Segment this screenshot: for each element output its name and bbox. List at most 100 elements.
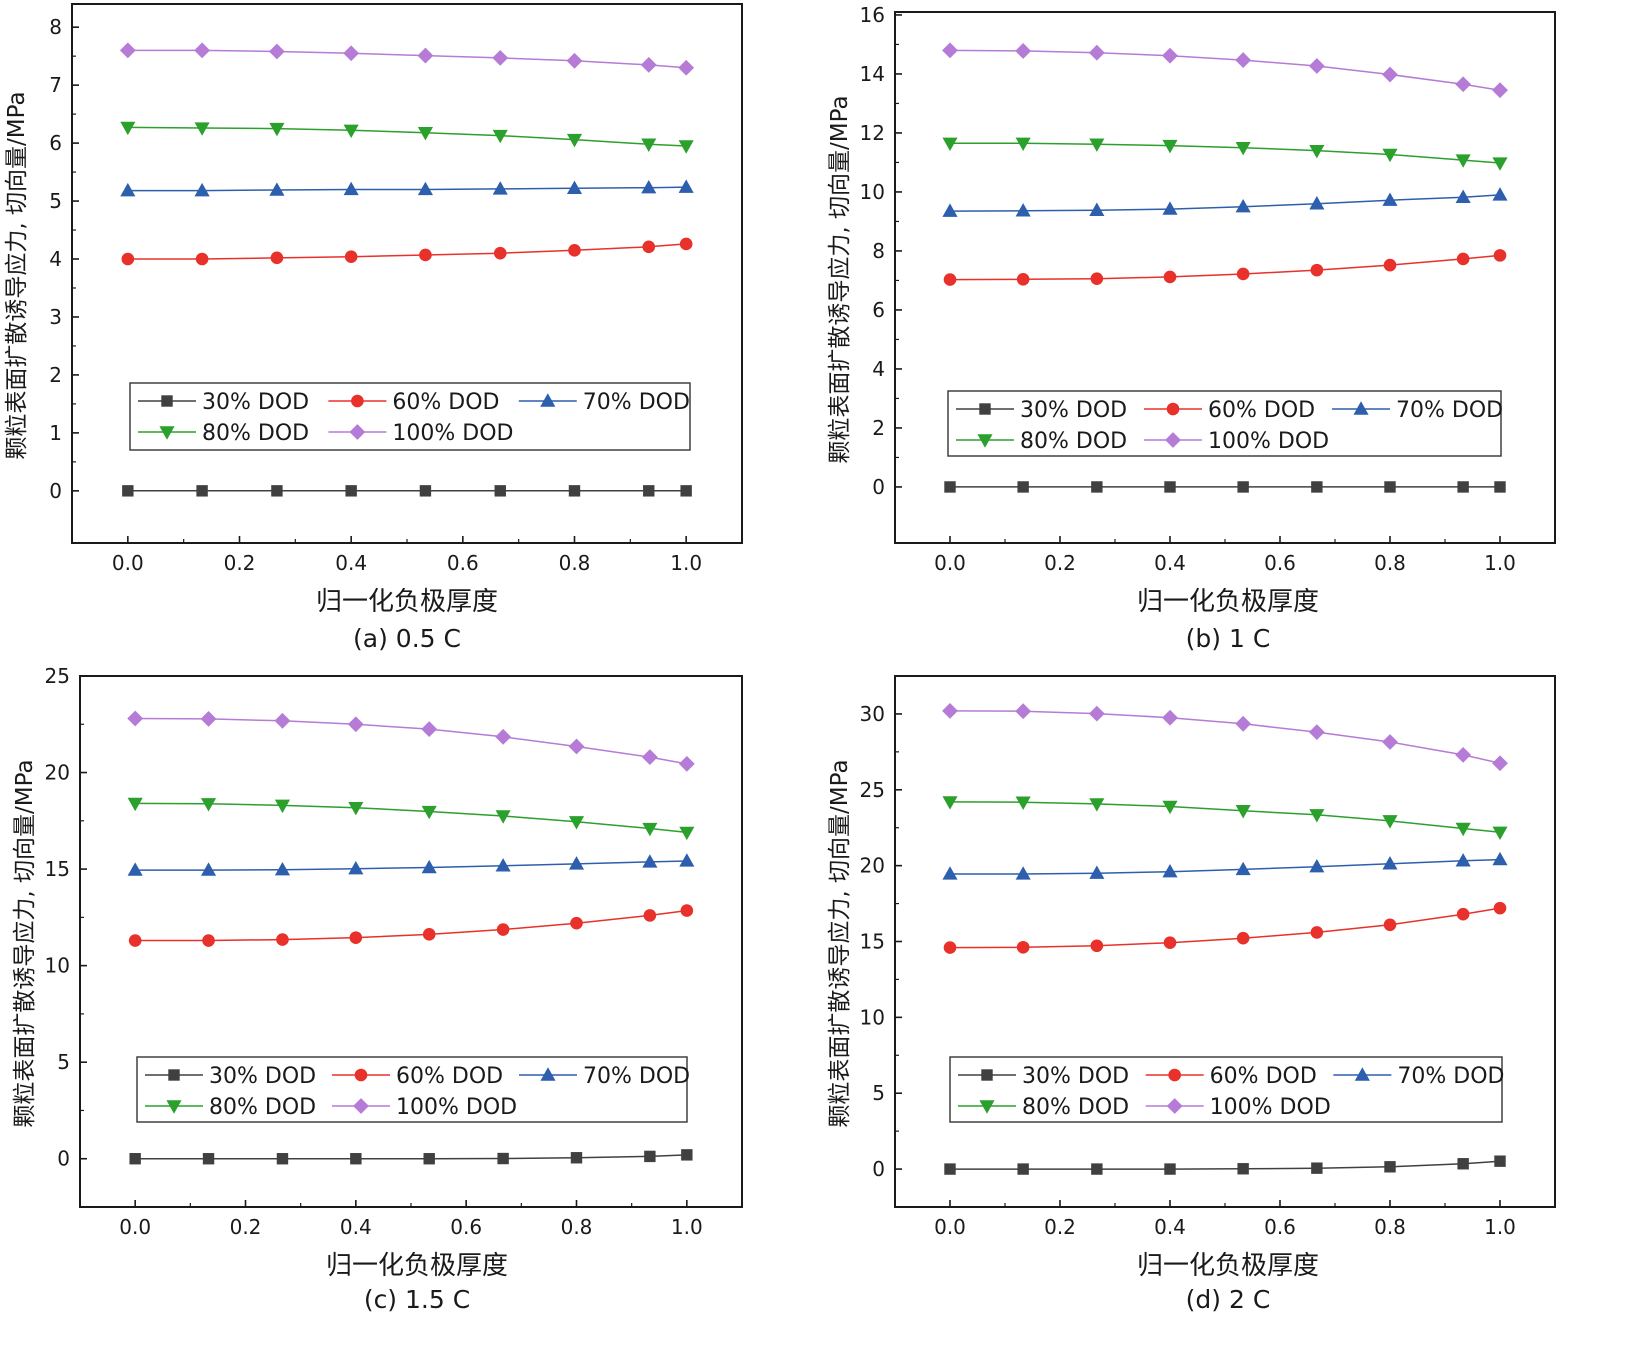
data-point: [1162, 47, 1178, 64]
x-axis-label: 归一化负极厚度: [1137, 587, 1319, 617]
data-point: [642, 240, 656, 254]
data-point: [1310, 263, 1324, 277]
legend-marker: [981, 1069, 993, 1081]
x-tick-label: 0.8: [1374, 1215, 1406, 1239]
data-point: [496, 923, 510, 936]
data-point: [641, 180, 657, 194]
data-point: [200, 862, 217, 876]
legend-marker: [979, 1100, 995, 1114]
x-tick-label: 1.0: [671, 1215, 703, 1239]
chart-panel-3: 0.0 0.2 0.4 0.6 0.8 1.0 0 5 10 15 20 25 30 归一化负极厚度 颗粒表…: [827, 675, 1556, 1314]
data-point: [1493, 901, 1507, 915]
data-point: [568, 485, 581, 497]
data-point: [492, 129, 508, 144]
y-tick-label: 0: [872, 475, 885, 499]
series-line: [949, 254, 1501, 281]
data-point: [1162, 201, 1178, 215]
y-tick-label: 15: [860, 930, 885, 954]
data-point: [679, 237, 693, 251]
data-point: [200, 798, 217, 812]
data-point: [1455, 822, 1471, 837]
data-point: [1492, 851, 1508, 866]
y-tick-label: 5: [49, 189, 62, 213]
data-point: [1235, 198, 1251, 213]
data-point: [1493, 249, 1507, 262]
data-point: [194, 42, 210, 59]
data-point: [642, 854, 658, 868]
legend-marker: [351, 394, 364, 408]
data-point: [1492, 755, 1508, 772]
legend-item: 100% DOD: [332, 1095, 517, 1120]
plot-frame: [71, 3, 743, 544]
legend-item: 80% DOD: [145, 1095, 316, 1120]
data-point: [128, 934, 142, 947]
data-point: [120, 121, 136, 136]
y-axis-label: 颗粒表面扩散诱导应力, 切向量/MPa: [4, 91, 30, 459]
y-tick-label: 1: [49, 421, 62, 445]
data-point: [943, 941, 957, 954]
data-point: [422, 928, 436, 941]
data-point: [1492, 82, 1508, 99]
data-point: [349, 931, 363, 944]
legend-label: 30% DOD: [209, 1064, 316, 1089]
data-point: [344, 250, 358, 263]
data-point: [1309, 196, 1325, 210]
legend-marker: [977, 434, 993, 448]
legend-label: 70% DOD: [583, 390, 690, 415]
data-point: [1015, 137, 1031, 151]
legend-label: 30% DOD: [1022, 1064, 1129, 1089]
data-point: [1492, 157, 1508, 171]
legend-label: 30% DOD: [202, 390, 309, 415]
legend-marker: [161, 395, 173, 407]
data-point: [348, 860, 364, 875]
data-point: [419, 485, 432, 497]
y-axis-label: 颗粒表面扩散诱导应力, 切向量/MPa: [827, 759, 853, 1127]
y-axis-label: 颗粒表面扩散诱导应力, 切向量/MPa: [827, 95, 853, 463]
y-tick-label: 5: [872, 1081, 885, 1105]
data-point: [492, 49, 509, 66]
data-point: [274, 799, 291, 814]
legend-item: 60% DOD: [328, 390, 499, 415]
data-point: [1235, 861, 1251, 876]
chart-panel-2: 0.0 0.2 0.4 0.6 0.8 1.0 0 5 10 15 20 25 归一化负极厚度 颗粒表面扩…: [12, 664, 743, 1314]
data-point: [348, 801, 364, 816]
data-point: [1163, 936, 1177, 950]
legend: 30% DOD 60% DOD 70% DOD 80% DOD 100% DOD: [947, 390, 1503, 457]
y-tick-label: 20: [860, 854, 885, 878]
data-point: [942, 42, 958, 59]
data-point: [1382, 66, 1398, 83]
data-point: [1235, 805, 1251, 819]
data-point: [276, 933, 289, 946]
data-point: [1384, 481, 1396, 493]
legend-box: [136, 1056, 688, 1123]
x-tick-label: 0.2: [230, 1215, 262, 1239]
legend-label: 80% DOD: [209, 1095, 316, 1120]
data-point: [1237, 481, 1249, 493]
data-point: [570, 916, 583, 930]
data-point: [270, 251, 284, 265]
legend-item: 70% DOD: [519, 1064, 690, 1089]
legend-item: 30% DOD: [138, 390, 309, 415]
x-tick-label: 0.0: [934, 1215, 966, 1239]
data-point: [274, 861, 291, 876]
data-point: [566, 133, 583, 148]
legend-label: 60% DOD: [1210, 1064, 1317, 1089]
data-point: [1235, 715, 1252, 732]
legend-item: 60% DOD: [332, 1064, 503, 1089]
y-tick-label: 0: [872, 1157, 885, 1181]
data-point: [640, 56, 657, 73]
legend-label: 80% DOD: [1020, 429, 1127, 454]
data-point: [642, 822, 658, 837]
data-point: [1162, 139, 1178, 154]
data-point: [1017, 481, 1029, 493]
y-tick-label: 6: [49, 131, 62, 155]
legend-label: 100% DOD: [1210, 1095, 1331, 1120]
legend-item: 100% DOD: [1145, 1095, 1331, 1120]
data-point: [269, 182, 285, 196]
data-point: [343, 45, 360, 62]
y-tick-label: 0: [57, 1147, 70, 1171]
x-tick-label: 0.0: [934, 551, 966, 575]
series-line: [950, 858, 1501, 875]
data-point: [1162, 800, 1178, 815]
data-point: [1382, 148, 1398, 163]
